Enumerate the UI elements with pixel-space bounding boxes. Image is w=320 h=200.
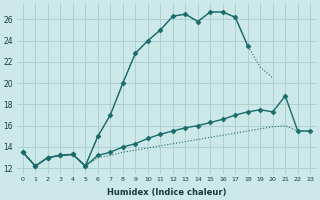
X-axis label: Humidex (Indice chaleur): Humidex (Indice chaleur) — [107, 188, 226, 197]
